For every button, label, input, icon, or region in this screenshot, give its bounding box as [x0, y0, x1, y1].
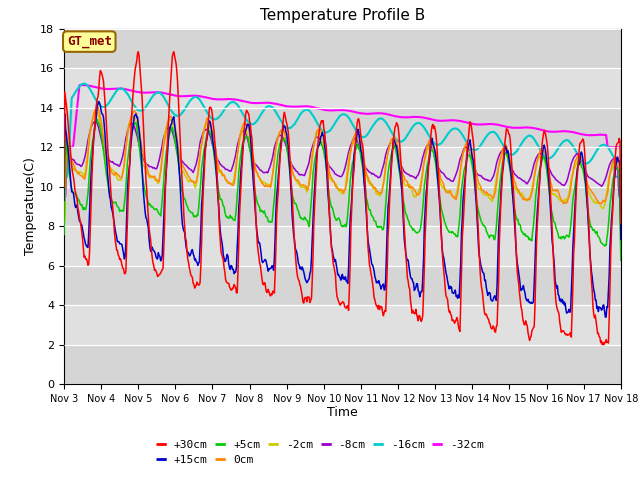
Legend: +30cm, +15cm, +5cm, 0cm, -2cm, -8cm, -16cm, -32cm: +30cm, +15cm, +5cm, 0cm, -2cm, -8cm, -16…	[152, 435, 488, 469]
X-axis label: Time: Time	[327, 407, 358, 420]
Bar	[64, 265, 621, 305]
Text: GT_met: GT_met	[67, 35, 112, 48]
Title: Temperature Profile B: Temperature Profile B	[260, 9, 425, 24]
Bar	[64, 187, 621, 226]
Y-axis label: Temperature(C): Temperature(C)	[24, 157, 37, 255]
Bar	[64, 29, 621, 68]
Bar	[64, 345, 621, 384]
Bar	[64, 108, 621, 147]
